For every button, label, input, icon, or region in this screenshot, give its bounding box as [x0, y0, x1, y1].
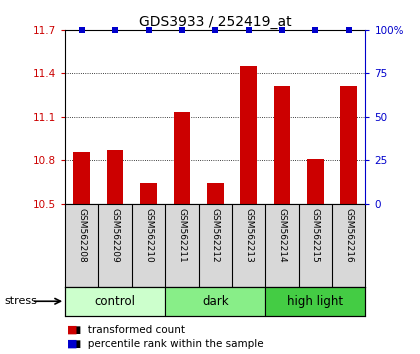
Bar — [173, 113, 190, 204]
Text: GSM562212: GSM562212 — [211, 208, 220, 262]
Text: control: control — [94, 295, 136, 308]
Bar — [65, 287, 165, 316]
Bar — [107, 150, 123, 204]
Text: GSM562215: GSM562215 — [311, 208, 320, 262]
Text: ■: ■ — [67, 339, 78, 349]
Bar — [340, 86, 357, 204]
Text: ■  percentile rank within the sample: ■ percentile rank within the sample — [65, 339, 264, 349]
Text: GSM562211: GSM562211 — [177, 208, 186, 262]
Bar — [265, 287, 365, 316]
Bar — [274, 86, 290, 204]
Bar — [140, 183, 157, 204]
Text: ■  transformed count: ■ transformed count — [65, 325, 185, 335]
Text: high light: high light — [287, 295, 344, 308]
Text: GSM562208: GSM562208 — [77, 208, 86, 262]
Bar — [74, 152, 90, 204]
Text: dark: dark — [202, 295, 228, 308]
Text: ■: ■ — [67, 325, 78, 335]
Text: stress: stress — [4, 296, 37, 306]
Text: GSM562213: GSM562213 — [244, 208, 253, 262]
Bar — [240, 66, 257, 204]
Text: GSM562216: GSM562216 — [344, 208, 353, 262]
Title: GDS3933 / 252419_at: GDS3933 / 252419_at — [139, 15, 291, 29]
Text: GSM562210: GSM562210 — [144, 208, 153, 262]
Bar — [165, 287, 265, 316]
Bar — [207, 183, 223, 204]
Text: GSM562214: GSM562214 — [278, 208, 286, 262]
Text: GSM562209: GSM562209 — [110, 208, 120, 262]
Bar — [307, 159, 324, 204]
